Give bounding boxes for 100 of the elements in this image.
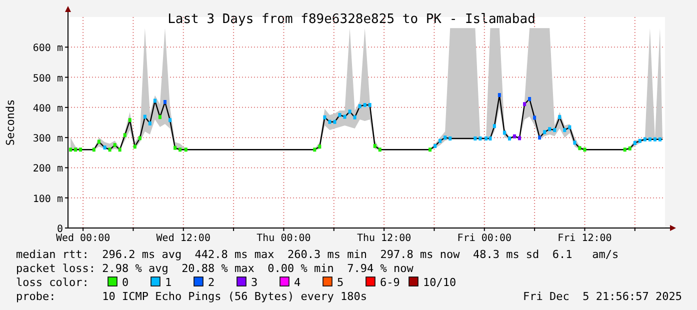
point bbox=[518, 136, 522, 140]
point bbox=[318, 144, 322, 149]
point bbox=[438, 138, 442, 143]
point bbox=[328, 120, 332, 124]
point bbox=[69, 148, 72, 152]
point bbox=[168, 118, 172, 122]
point bbox=[74, 148, 78, 152]
point bbox=[653, 137, 656, 142]
legend-label: 6-9 bbox=[380, 276, 400, 289]
point bbox=[492, 124, 496, 128]
point bbox=[498, 93, 501, 98]
point bbox=[323, 115, 326, 120]
point bbox=[158, 115, 162, 120]
x-tick-label: Fri 00:00 bbox=[457, 233, 512, 244]
point bbox=[578, 146, 582, 150]
point bbox=[548, 127, 552, 132]
point bbox=[638, 138, 642, 143]
legend-label: 2 bbox=[208, 276, 215, 289]
point bbox=[153, 98, 156, 103]
point bbox=[143, 114, 146, 119]
point bbox=[583, 148, 586, 152]
point bbox=[148, 121, 152, 126]
legend-label: 5 bbox=[337, 276, 344, 289]
point bbox=[474, 136, 477, 140]
point bbox=[484, 136, 488, 140]
point bbox=[538, 136, 542, 140]
point bbox=[444, 136, 447, 140]
x-tick-label: Wed 12:00 bbox=[156, 233, 210, 244]
point bbox=[368, 103, 372, 108]
point bbox=[313, 148, 316, 152]
point bbox=[428, 148, 432, 152]
y-axis-title: Seconds bbox=[4, 99, 17, 146]
point bbox=[163, 100, 166, 104]
point bbox=[623, 148, 626, 152]
point bbox=[123, 133, 126, 138]
legend-title: loss color: bbox=[16, 276, 89, 289]
point bbox=[658, 137, 662, 142]
point bbox=[512, 134, 516, 138]
point bbox=[558, 115, 562, 120]
point bbox=[184, 148, 188, 152]
point bbox=[97, 140, 100, 144]
x-tick-label: Fri 12:00 bbox=[558, 233, 612, 244]
point bbox=[118, 148, 122, 152]
chart-title: Last 3 Days from f89e6328e825 to PK - Islamabad bbox=[168, 12, 536, 27]
point bbox=[178, 148, 182, 152]
point bbox=[358, 104, 362, 108]
point bbox=[502, 130, 506, 135]
text: probe: 10 ICMP Echo Pings (56 Bytes) every 180s bbox=[16, 290, 367, 303]
y-tick-label: 600 m bbox=[32, 43, 63, 54]
y-tick-label: 400 m bbox=[32, 103, 63, 114]
point bbox=[633, 140, 636, 145]
point bbox=[133, 144, 136, 149]
point bbox=[343, 114, 346, 119]
legend-label: 4 bbox=[294, 276, 301, 289]
point bbox=[523, 102, 526, 106]
point bbox=[348, 110, 352, 114]
point bbox=[508, 136, 511, 140]
text: packet loss: 2.98 % avg 20.88 % max 0.00 % min 7.94 % now bbox=[16, 262, 414, 275]
point bbox=[353, 115, 356, 120]
x-tick-label: Wed 00:00 bbox=[56, 233, 110, 244]
point bbox=[648, 137, 652, 142]
point bbox=[138, 136, 142, 140]
text: Fri Dec 5 21:56:57 2025 bbox=[523, 290, 682, 303]
point bbox=[174, 146, 177, 150]
point bbox=[573, 140, 576, 145]
legend-label: 3 bbox=[251, 276, 258, 289]
y-tick-label: 100 m bbox=[32, 194, 63, 205]
point bbox=[79, 148, 82, 152]
point bbox=[488, 136, 492, 140]
point bbox=[568, 125, 572, 130]
point bbox=[363, 103, 366, 108]
point bbox=[434, 144, 437, 148]
text: median rtt: 296.2 ms avg 442.8 ms max 260.3 ms min 297.8 ms now 48.3 ms sd 6.1 am/s bbox=[16, 248, 619, 261]
legend-label: 10/10 bbox=[423, 276, 456, 289]
y-tick-label: 0 bbox=[56, 224, 63, 235]
y-tick-label: 200 m bbox=[32, 164, 63, 175]
y-tick-label: 300 m bbox=[32, 134, 63, 145]
y-tick-label: 500 m bbox=[32, 73, 63, 84]
point bbox=[563, 128, 566, 132]
point bbox=[373, 144, 376, 148]
point bbox=[478, 136, 482, 140]
legend-label: 1 bbox=[165, 276, 172, 289]
point bbox=[378, 148, 382, 152]
point bbox=[128, 118, 132, 122]
point bbox=[338, 112, 342, 117]
point bbox=[448, 136, 452, 140]
point bbox=[113, 143, 116, 148]
point bbox=[533, 116, 536, 120]
line-series bbox=[70, 94, 664, 150]
point bbox=[528, 96, 532, 101]
point bbox=[333, 120, 336, 124]
point bbox=[553, 128, 556, 132]
x-tick-label: Thu 00:00 bbox=[256, 233, 311, 244]
point bbox=[92, 148, 96, 152]
point bbox=[628, 146, 632, 150]
point bbox=[108, 148, 112, 152]
x-tick-label: Thu 12:00 bbox=[356, 233, 412, 244]
point bbox=[103, 146, 106, 150]
point bbox=[543, 130, 546, 134]
legend-label: 0 bbox=[122, 276, 129, 289]
